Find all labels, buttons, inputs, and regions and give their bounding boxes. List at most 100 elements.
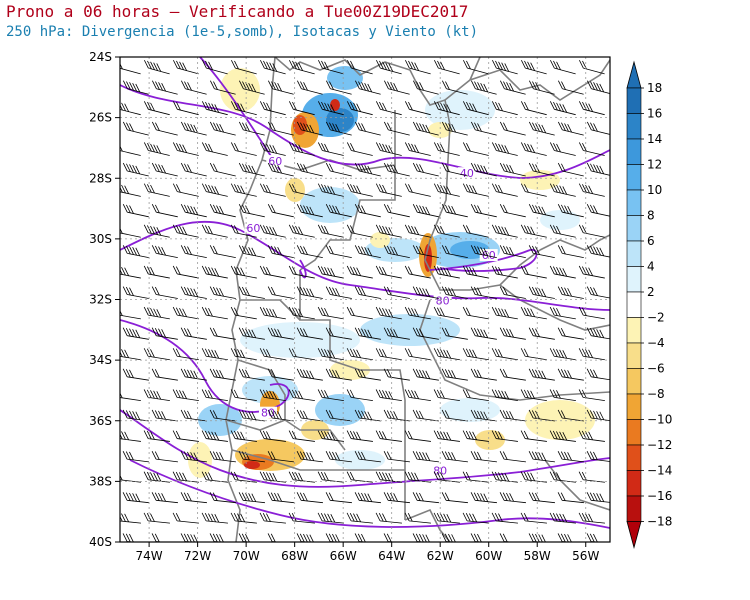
wind-barb-flag [581,389,587,399]
wind-barb-flag [241,410,247,419]
wind-barb-flag [523,471,529,481]
wind-barb-flag [556,431,561,440]
wind-barb-flag [412,327,418,336]
wind-barb-flag [115,472,119,480]
wind-barb-flag [325,121,331,131]
wind-barb-shaft [417,294,439,299]
wind-barb-flag [309,206,315,216]
wind-barb-flag [445,122,450,131]
wind-barb-flag [364,329,369,338]
wind-barb-shaft [496,67,518,75]
wind-barb-flag [274,164,279,173]
wind-barb-flag [143,389,149,398]
wind-barb-flag [115,60,119,68]
wind-barb-shaft [583,150,605,156]
wind-barb-flag [538,534,543,542]
wind-barb-flag [541,370,547,379]
wind-barb-flag [303,369,308,378]
wind-barb-flag [408,225,413,234]
wind-barb-flag [538,452,543,461]
wind-barb-flag [354,286,360,295]
wind-barb-flag [269,226,274,235]
wind-barb-shaft [301,499,323,504]
wind-barb-flag [441,450,447,460]
wind-barb-flag [161,411,166,420]
wind-barb-flag [208,61,213,70]
wind-barb-flag [272,391,278,400]
wind-barb-flag [483,329,489,338]
wind-barb-flag [414,390,419,399]
wind-barb-shaft [156,376,178,381]
wind-barb-flag [122,286,128,295]
wind-barb-flag [585,513,590,522]
wind-barb-shaft [214,88,236,95]
wind-barb-flag [593,82,598,91]
wind-barb-shaft [264,150,286,156]
wind-barb-flag [499,533,505,542]
wind-barb-flag [146,471,152,481]
wind-barb-flag [470,162,476,172]
wind-barb-flag [242,204,247,214]
wind-barb-flag [241,245,247,255]
wind-barb-flag [172,471,178,480]
wind-barb-flag [498,308,503,317]
wind-barb-flag [470,286,476,295]
wind-barb-shaft [583,67,605,75]
wind-barb-shaft [562,211,584,218]
wind-barb-flag [296,204,302,213]
wind-barb-flag [329,204,334,214]
wind-barb-flag [578,265,584,275]
wind-barb-flag [387,122,392,131]
wind-barb-flag [241,533,247,542]
wind-barb-flag [327,513,332,523]
wind-barb-shaft [388,458,410,463]
wind-barb-flag [578,224,584,233]
wind-barb-shaft [475,211,497,218]
wind-barb-shaft [272,252,294,259]
isotach-label: 60 [482,249,496,262]
wind-barb-flag [367,329,373,338]
wind-barb-flag [262,266,268,275]
wind-barb-flag [332,369,337,378]
wind-barb-flag [549,389,555,398]
wind-barb-flag [201,265,207,275]
wind-barb-flag [524,60,529,70]
wind-barb-shaft [206,191,228,197]
wind-barb-flag [350,101,355,111]
wind-barb-shaft [148,397,170,401]
wind-barb-flag [422,206,427,215]
wind-barb-flag [230,265,236,275]
wind-barb-flag [267,368,273,378]
wind-barb-flag [201,142,207,151]
wind-barb-flag [494,266,500,275]
wind-barb-shaft [496,355,518,361]
wind-barb-shaft [177,355,199,361]
wind-barb-flag [531,533,537,542]
wind-barb-flag [288,142,294,151]
wind-barb-shaft [504,417,526,422]
wind-barb-shaft [177,479,199,483]
wind-barb-flag [272,145,278,154]
lon-tick-label: 68W [281,549,308,563]
wind-barb-flag [578,430,584,439]
wind-barb-flag [480,329,485,338]
wind-barb-flag [560,451,566,460]
wind-barb-flag [433,348,439,357]
wind-barb-shaft [554,438,576,442]
wind-barb-flag [271,163,276,172]
wind-barb-flag [183,451,189,460]
wind-barb-shaft [446,252,468,259]
wind-barb-flag [213,163,218,172]
wind-barb-flag [240,513,245,523]
wind-barb-flag [292,101,297,111]
wind-barb-shaft [533,170,555,177]
wind-barb-flag [357,533,363,542]
wind-barb-flag [153,62,159,71]
wind-barb-flag [367,165,373,175]
wind-barb-flag [509,165,514,174]
wind-barb-flag [125,286,131,296]
wind-barb-flag [121,102,126,112]
wind-barb-flag [589,410,595,419]
colorbar-swatch [626,87,642,114]
wind-barb-flag [382,472,387,481]
